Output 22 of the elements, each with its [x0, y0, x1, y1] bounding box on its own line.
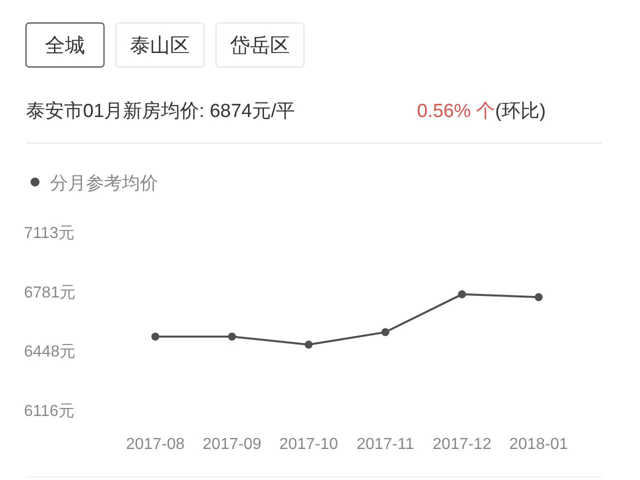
chart-title: 泰安市01月新房均价: 6874元/平 — [26, 100, 296, 122]
y-tick-label: 6116元 — [24, 403, 74, 420]
point — [304, 340, 313, 349]
x-tick-label: 2017-11 — [356, 436, 414, 453]
x-tick-label: 2018-01 — [509, 436, 568, 453]
y-tick-label: 6448元 — [24, 344, 76, 361]
point — [534, 293, 543, 302]
x-tick-label: 2017-10 — [279, 436, 338, 453]
legend-label: 分月参考均价 — [50, 173, 158, 193]
x-tick-label: 2017-12 — [432, 436, 492, 453]
x-tick-label: 2017-09 — [202, 436, 262, 453]
text: 岱岳区 — [230, 35, 290, 57]
point — [458, 290, 466, 298]
text: 泰山区 — [130, 35, 190, 57]
text: 0.56% 个(环比) — [417, 101, 546, 122]
text: 全城 — [45, 35, 85, 57]
y-tick-label: 7113元 — [24, 225, 74, 242]
point — [151, 332, 160, 341]
point — [228, 332, 236, 341]
point — [381, 328, 390, 336]
x-tick-label: 2017-08 — [126, 436, 185, 453]
y-tick-label: 6781元 — [24, 284, 76, 302]
